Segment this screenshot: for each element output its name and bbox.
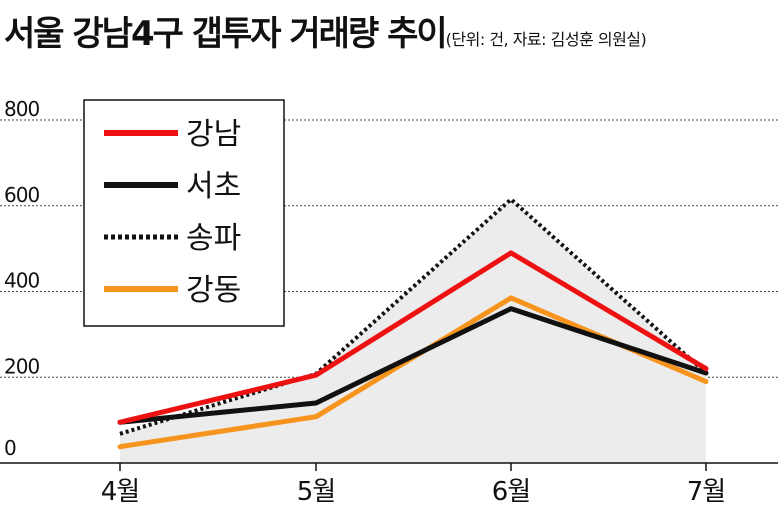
legend-label-송파: 송파 [186,221,241,256]
series-line-송파 [119,197,708,436]
y-tick-label: 800 [4,97,39,121]
chart-title-row: 서울 강남4구 갭투자 거래량 추이(단위: 건, 자료: 김성훈 의원실) [4,6,774,62]
shaded-area [120,199,706,463]
x-tick-label: 4월 [101,477,139,505]
x-tick-label: 7월 [687,477,725,505]
chart-subtitle: (단위: 건, 자료: 김성훈 의원실) [445,30,647,49]
y-tick-label: 0 [4,436,16,460]
series-line-강남 [117,250,709,425]
series-lines [117,197,709,450]
y-tick-label: 200 [4,354,39,378]
legend-label-서초: 서초 [186,169,241,204]
x-tick-label: 5월 [297,477,335,505]
y-tick-label: 400 [4,269,39,293]
legend-label-강남: 강남 [186,117,241,152]
y-tick-label: 600 [4,183,39,207]
axes: 800 600 400 200 0 4월 5월 6월 7월 [0,97,778,505]
shaded-area-fill [120,199,706,463]
x-tick-label: 6월 [492,477,530,505]
legend-label-강동: 강동 [186,273,241,308]
series-line-서초 [117,306,709,425]
chart-title: 서울 강남4구 갭투자 거래량 추이 [4,14,448,54]
